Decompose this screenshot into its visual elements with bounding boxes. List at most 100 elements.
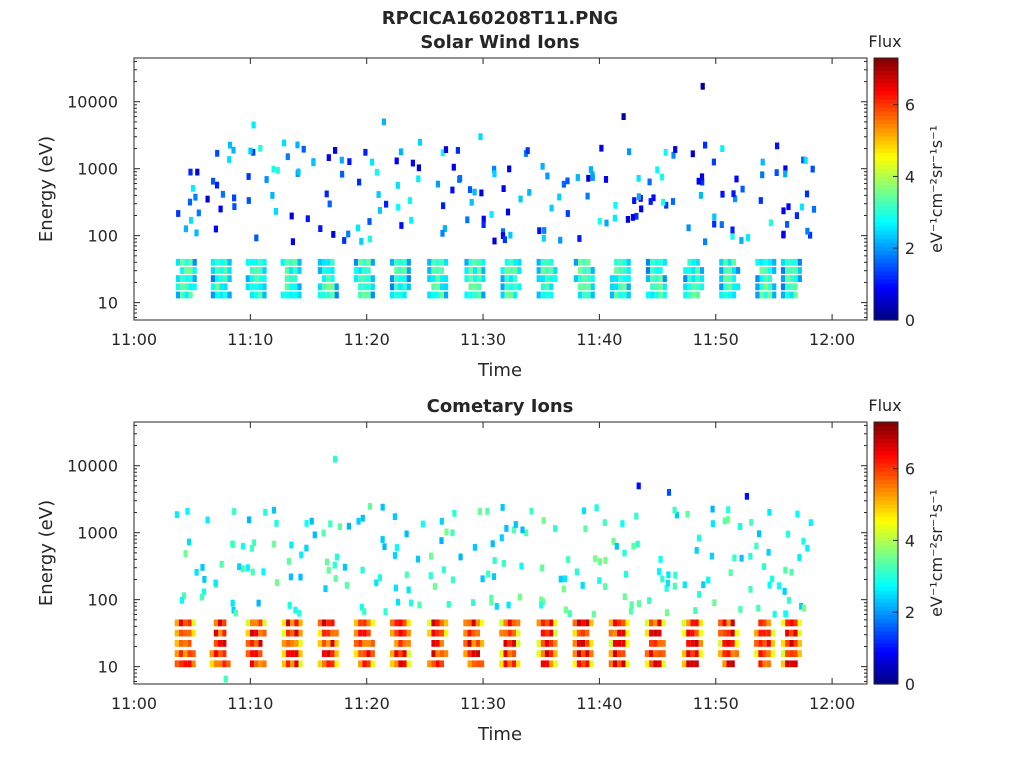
heatmap-cell [472, 188, 477, 196]
heatmap-cell [789, 629, 794, 637]
heatmap-cell [719, 267, 724, 274]
heatmap-cell [608, 650, 613, 657]
heatmap-cell [492, 557, 497, 564]
heatmap-cell [626, 275, 631, 282]
heatmap-cell [394, 291, 399, 299]
colorbar-swatch [874, 598, 898, 603]
heatmap-cell [188, 275, 193, 282]
heatmap-cell [722, 619, 727, 627]
heatmap-cell [710, 505, 715, 513]
heatmap-cell [323, 585, 328, 593]
heatmap-cell [536, 258, 541, 266]
heatmap-cell [435, 283, 440, 291]
heatmap-cell [254, 619, 259, 627]
heatmap-cell [775, 142, 780, 150]
heatmap-cell [471, 650, 476, 657]
heatmap-cell [439, 640, 444, 647]
heatmap-cell [359, 603, 364, 611]
colorbar-swatch [874, 593, 898, 599]
heatmap-cell [232, 203, 237, 210]
heatmap-cell [444, 258, 449, 266]
heatmap-cell [536, 650, 541, 657]
solar-wind-heatmap [175, 82, 817, 299]
heatmap-cell [183, 629, 188, 637]
heatmap-cell [326, 566, 331, 574]
heatmap-cell [694, 547, 699, 554]
heatmap-cell [402, 291, 407, 299]
heatmap-cell [635, 540, 640, 548]
heatmap-cell [467, 640, 472, 647]
colorbar-swatch [874, 589, 898, 595]
heatmap-cell [664, 585, 669, 592]
heatmap-cell [581, 619, 586, 627]
heatmap-cell [475, 660, 480, 668]
heatmap-cell [174, 660, 179, 668]
heatmap-cell [674, 511, 679, 519]
heatmap-cell [439, 537, 444, 544]
colorbar-swatch [874, 209, 898, 215]
heatmap-cell [246, 516, 252, 524]
heatmap-cell [565, 210, 570, 217]
heatmap-cell [402, 283, 407, 291]
heatmap-cell [698, 650, 703, 657]
heatmap-cell [581, 629, 586, 637]
heatmap-cell [612, 214, 617, 222]
heatmap-cell [767, 275, 773, 282]
heatmap-cell [390, 660, 395, 668]
heatmap-cell [540, 650, 545, 657]
colorbar-swatch [874, 315, 898, 321]
heatmap-cell [694, 650, 699, 657]
heatmap-cell [406, 619, 411, 627]
colorbar-swatch [874, 238, 898, 243]
colorbar-swatch [874, 548, 898, 554]
heatmap-cell [516, 640, 521, 647]
heatmap-cell [507, 650, 512, 657]
heatmap-cell [213, 619, 218, 627]
heatmap-cell [576, 629, 581, 637]
colorbar-swatch [874, 229, 898, 235]
heatmap-cell [508, 267, 514, 274]
heatmap-cell [188, 291, 193, 299]
heatmap-cell [481, 267, 486, 274]
heatmap-cell [783, 165, 788, 173]
heatmap-cell [218, 629, 223, 637]
heatmap-cell [366, 629, 371, 637]
heatmap-cell [223, 291, 228, 299]
heatmap-cell [281, 640, 286, 647]
heatmap-cell [296, 168, 301, 176]
heatmap-cell [376, 191, 381, 198]
heatmap-cell [213, 225, 218, 233]
heatmap-cell [795, 510, 800, 518]
heatmap-cell [477, 291, 482, 299]
heatmap-cell [661, 619, 666, 627]
heatmap-cell [215, 283, 220, 291]
heatmap-cell [544, 267, 550, 274]
heatmap-cell [625, 629, 630, 637]
heatmap-cell [793, 258, 798, 266]
heatmap-cell [408, 599, 414, 607]
heatmap-cell [444, 650, 449, 657]
heatmap-cell [358, 267, 363, 274]
heatmap-cell [192, 275, 197, 282]
heatmap-cell [191, 629, 196, 637]
heatmap-cell [362, 291, 367, 299]
heatmap-cell [799, 203, 804, 211]
heatmap-cell [622, 549, 627, 557]
heatmap-cell [804, 190, 810, 198]
heatmap-cell [653, 619, 658, 627]
heatmap-cell [275, 579, 280, 586]
heatmap-cell [237, 563, 242, 571]
heatmap-cell [398, 258, 403, 266]
heatmap-cell [289, 212, 294, 220]
heatmap-cell [553, 267, 558, 274]
heatmap-cell [577, 235, 582, 242]
colorbar-swatch [874, 430, 898, 435]
heatmap-cell [511, 650, 517, 657]
heatmap-cell [763, 291, 768, 299]
heatmap-cell [719, 221, 724, 228]
heatmap-cell [581, 640, 586, 647]
heatmap-cell [326, 650, 331, 657]
heatmap-cell [439, 283, 444, 291]
heatmap-cell [661, 198, 666, 206]
heatmap-cell [297, 258, 302, 266]
